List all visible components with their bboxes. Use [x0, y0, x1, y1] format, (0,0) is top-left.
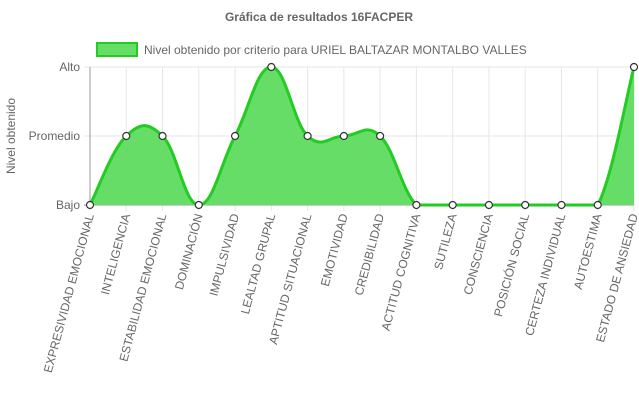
y-tick-label: Bajo [56, 198, 80, 212]
series-line [88, 65, 636, 207]
legend[interactable]: Nivel obtenido por criterio para URIEL B… [96, 42, 527, 57]
data-point[interactable] [267, 62, 276, 72]
data-point[interactable] [629, 62, 639, 72]
legend-label: Nivel obtenido por criterio para URIEL B… [144, 43, 527, 57]
data-point[interactable] [230, 131, 240, 141]
x-tick-label: IMPULSIVIDAD [207, 212, 243, 298]
x-tick-label: SUTILEZA [431, 212, 459, 271]
plot-area [88, 65, 636, 207]
x-tick-label: LEALTAD GRUPAL [238, 212, 278, 316]
chart-title: Gráfica de resultados 16FACPER [225, 10, 413, 24]
data-point[interactable] [521, 200, 530, 210]
data-point[interactable] [122, 131, 131, 141]
data-point[interactable] [158, 131, 167, 141]
y-tick-labels: Bajo Promedio Alto [29, 60, 81, 212]
legend-swatch [96, 42, 138, 57]
data-point[interactable] [339, 131, 348, 141]
x-tick-label: ACTITUD COGNITIVA [379, 212, 424, 332]
x-tick-label: AUTOESTIMA [571, 212, 605, 291]
x-tick-label: CONSCIENCIA [461, 212, 496, 296]
data-point[interactable] [303, 131, 312, 141]
y-tick-label: Promedio [29, 129, 81, 143]
x-tick-label: CREDIBILIDAD [352, 212, 387, 297]
data-point[interactable] [557, 200, 566, 210]
data-points [85, 62, 639, 210]
y-tick-label: Alto [59, 60, 80, 74]
x-tick-label: EXPRESIVIDAD EMOCIONAL [41, 212, 97, 374]
x-tick-label: INTELIGENCIA [98, 212, 133, 296]
data-point[interactable] [412, 200, 421, 210]
data-point[interactable] [376, 131, 385, 141]
data-point[interactable] [593, 200, 602, 210]
data-point[interactable] [484, 200, 494, 210]
x-tick-labels: EXPRESIVIDAD EMOCIONAL INTELIGENCIAESTABI… [41, 212, 639, 375]
series-area-fill [90, 67, 634, 205]
y-axis-title: Nivel obtenido [4, 98, 18, 174]
data-point[interactable] [448, 200, 457, 210]
x-tick-label: EMOTIVIDAD [318, 212, 351, 288]
data-point[interactable] [85, 200, 95, 210]
data-point[interactable] [194, 200, 203, 210]
x-tick-label: CERTEZA INDIVIDUAL [522, 212, 568, 337]
x-tick-label: DOMINACIÓN [171, 212, 206, 291]
x-tick-label: POSICIÓN SOCIAL [490, 212, 532, 319]
